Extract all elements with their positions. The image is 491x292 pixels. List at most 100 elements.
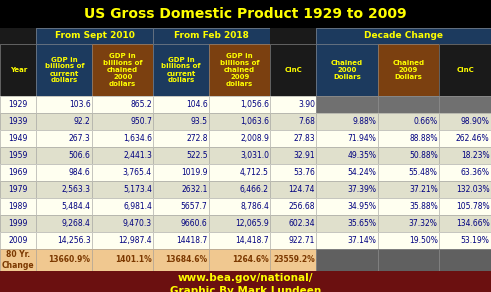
- Bar: [209, 113, 271, 130]
- Bar: [153, 232, 209, 249]
- Bar: [36, 215, 92, 232]
- Bar: [317, 215, 378, 232]
- Text: 9.88%: 9.88%: [353, 117, 376, 126]
- Bar: [317, 44, 378, 96]
- Bar: [439, 181, 491, 198]
- Text: 0.66%: 0.66%: [413, 117, 437, 126]
- Bar: [153, 249, 209, 271]
- Bar: [92, 96, 153, 113]
- Text: GDP in
billions of
current
dollars: GDP in billions of current dollars: [45, 56, 84, 84]
- Bar: [271, 232, 317, 249]
- Text: 12,987.4: 12,987.4: [118, 236, 152, 245]
- Bar: [378, 147, 439, 164]
- Text: 14,418.7: 14,418.7: [235, 236, 269, 245]
- Text: 4,712.5: 4,712.5: [240, 168, 269, 177]
- Bar: [271, 44, 317, 96]
- Text: 49.35%: 49.35%: [347, 151, 376, 160]
- Bar: [0, 215, 36, 232]
- Bar: [36, 113, 92, 130]
- Text: 53.76: 53.76: [293, 168, 315, 177]
- Bar: [92, 130, 153, 147]
- Text: 272.8: 272.8: [186, 134, 208, 143]
- Text: 80 Yr.
Change: 80 Yr. Change: [2, 250, 34, 270]
- Bar: [439, 113, 491, 130]
- Bar: [0, 113, 36, 130]
- Text: 18.23%: 18.23%: [461, 151, 490, 160]
- Bar: [209, 215, 271, 232]
- Bar: [317, 181, 378, 198]
- Text: Graphic By Mark Lundeen: Graphic By Mark Lundeen: [170, 286, 321, 292]
- Bar: [378, 164, 439, 181]
- Bar: [439, 130, 491, 147]
- Text: 9,470.3: 9,470.3: [123, 219, 152, 228]
- Text: 134.66%: 134.66%: [456, 219, 490, 228]
- Bar: [92, 113, 153, 130]
- Bar: [209, 249, 271, 271]
- Bar: [378, 232, 439, 249]
- Text: 37.14%: 37.14%: [348, 236, 376, 245]
- Bar: [271, 249, 317, 271]
- Bar: [271, 147, 317, 164]
- Text: 53.19%: 53.19%: [461, 236, 490, 245]
- Bar: [36, 96, 92, 113]
- Bar: [92, 249, 153, 271]
- Bar: [153, 113, 209, 130]
- Text: US Gross Domestic Product 1929 to 2009: US Gross Domestic Product 1929 to 2009: [84, 7, 407, 21]
- Text: From Feb 2018: From Feb 2018: [174, 32, 249, 41]
- Text: 2,008.9: 2,008.9: [240, 134, 269, 143]
- Text: 2,441.3: 2,441.3: [123, 151, 152, 160]
- Bar: [209, 181, 271, 198]
- Bar: [271, 113, 317, 130]
- Bar: [92, 44, 153, 96]
- Bar: [36, 232, 92, 249]
- Bar: [271, 147, 317, 164]
- Text: 104.6: 104.6: [186, 100, 208, 109]
- Text: 132.03%: 132.03%: [456, 185, 490, 194]
- Bar: [0, 249, 36, 271]
- Bar: [209, 215, 271, 232]
- Bar: [92, 198, 153, 215]
- Bar: [209, 96, 271, 113]
- Bar: [317, 249, 378, 271]
- Text: 5657.7: 5657.7: [181, 202, 208, 211]
- Bar: [271, 28, 317, 44]
- Text: 950.7: 950.7: [130, 117, 152, 126]
- Bar: [317, 113, 378, 130]
- Bar: [209, 147, 271, 164]
- Bar: [209, 164, 271, 181]
- Bar: [36, 249, 92, 271]
- Bar: [378, 249, 439, 271]
- Bar: [317, 28, 491, 44]
- Bar: [317, 113, 378, 130]
- Text: 7.68: 7.68: [298, 117, 315, 126]
- Bar: [36, 198, 92, 215]
- Bar: [153, 147, 209, 164]
- Bar: [317, 181, 378, 198]
- Bar: [153, 232, 209, 249]
- Bar: [92, 215, 153, 232]
- Bar: [317, 96, 378, 113]
- Text: 1019.9: 1019.9: [181, 168, 208, 177]
- Bar: [36, 181, 92, 198]
- Text: 984.6: 984.6: [69, 168, 90, 177]
- Text: 2,563.3: 2,563.3: [61, 185, 90, 194]
- Text: 71.94%: 71.94%: [348, 134, 376, 143]
- Text: 124.74: 124.74: [289, 185, 315, 194]
- Text: From Sept 2010: From Sept 2010: [55, 32, 135, 41]
- Bar: [378, 198, 439, 215]
- Bar: [378, 44, 439, 96]
- Bar: [378, 130, 439, 147]
- Bar: [0, 44, 36, 96]
- Bar: [92, 181, 153, 198]
- Text: www.bea.gov/national/: www.bea.gov/national/: [178, 273, 313, 283]
- Text: 1,063.6: 1,063.6: [240, 117, 269, 126]
- Bar: [36, 130, 92, 147]
- Text: 602.34: 602.34: [288, 219, 315, 228]
- Bar: [439, 232, 491, 249]
- Bar: [153, 28, 271, 44]
- Bar: [0, 147, 36, 164]
- Bar: [378, 215, 439, 232]
- Text: 93.5: 93.5: [191, 117, 208, 126]
- Bar: [439, 198, 491, 215]
- Bar: [0, 0, 491, 28]
